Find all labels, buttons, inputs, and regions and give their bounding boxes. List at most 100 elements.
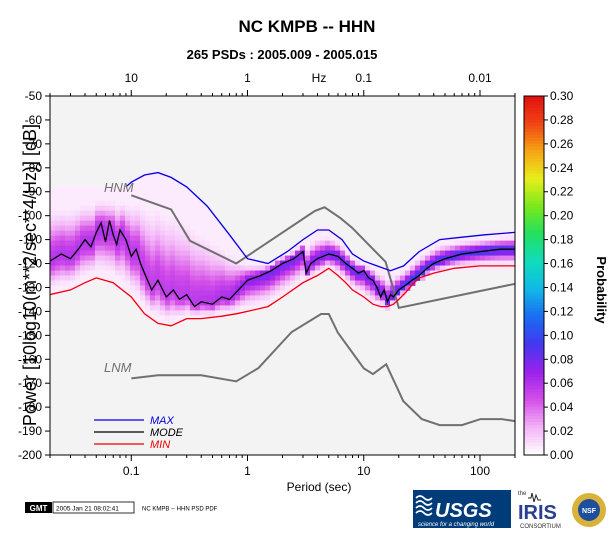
pdf-cell — [390, 295, 396, 301]
pdf-cell — [80, 265, 86, 271]
pdf-cell — [125, 275, 131, 281]
pdf-cell — [375, 275, 381, 281]
pdf-cell — [480, 260, 486, 266]
pdf-cell — [60, 185, 66, 192]
pdf-cell — [170, 270, 176, 276]
pdf-cell — [135, 240, 141, 246]
pdf-cell — [135, 295, 141, 301]
pdf-cell — [85, 220, 91, 227]
pdf-cell — [195, 280, 201, 286]
pdf-cell — [340, 235, 346, 241]
pdf-cell — [185, 215, 191, 222]
pdf-cell — [145, 300, 151, 306]
pdf-cell — [465, 235, 471, 241]
top-tick-label: 0.1 — [355, 71, 372, 85]
pdf-cell — [210, 240, 216, 246]
pdf-cell — [145, 305, 151, 311]
pdf-cell — [295, 280, 301, 286]
colorbar-step — [524, 116, 544, 121]
pdf-cell — [165, 255, 171, 261]
colorbar-step — [524, 257, 544, 262]
pdf-cell — [510, 260, 515, 266]
pdf-cell — [145, 245, 151, 251]
pdf-cell — [170, 295, 176, 301]
pdf-cell — [490, 255, 496, 261]
pdf-cell — [125, 195, 131, 202]
colorbar-step — [524, 158, 544, 163]
pdf-cell — [215, 235, 221, 241]
pdf-cell — [190, 190, 196, 197]
pdf-cell — [145, 295, 151, 301]
pdf-cell — [330, 255, 336, 261]
pdf-cell — [185, 285, 191, 291]
pdf-cell — [150, 295, 156, 301]
pdf-cell — [140, 305, 146, 311]
pdf-cell — [195, 265, 201, 271]
pdf-cell — [75, 220, 81, 227]
colorbar-step — [524, 146, 544, 151]
pdf-cell — [195, 195, 201, 202]
colorbar-step — [524, 335, 544, 339]
pdf-cell — [50, 245, 56, 251]
pdf-cell — [380, 295, 386, 301]
pdf-cell — [185, 300, 191, 306]
pdf-cell — [210, 275, 216, 281]
pdf-cell — [125, 225, 131, 232]
pdf-cell — [205, 290, 211, 296]
pdf-cell — [315, 225, 321, 232]
pdf-cell — [280, 275, 286, 281]
pdf-cell — [160, 200, 166, 207]
pdf-cell — [100, 195, 106, 202]
pdf-cell — [125, 205, 131, 212]
pdf-cell — [350, 280, 356, 286]
pdf-cell — [175, 195, 181, 202]
pdf-cell — [385, 270, 391, 276]
pdf-cell — [415, 270, 421, 276]
pdf-cell — [125, 190, 131, 197]
pdf-cell — [300, 240, 306, 246]
pdf-cell — [155, 170, 161, 177]
pdf-cell — [330, 235, 336, 241]
pdf-cell — [140, 175, 146, 182]
pdf-cell — [120, 225, 126, 232]
pdf-cell — [200, 220, 206, 227]
pdf-cell — [485, 230, 491, 237]
pdf-cell — [165, 175, 171, 182]
colorbar-step — [524, 236, 544, 241]
pdf-cell — [210, 230, 216, 237]
y-tick-label: -160 — [18, 352, 42, 366]
colorbar-tick-label: 0.16 — [550, 257, 574, 271]
colorbar-step — [524, 374, 544, 378]
pdf-cell — [190, 225, 196, 232]
usgs-wordmark: USGS — [435, 500, 492, 522]
colorbar-step — [524, 419, 544, 423]
colorbar-step — [524, 353, 544, 357]
pdf-cell — [420, 270, 426, 276]
pdf-cell — [370, 260, 376, 266]
colorbar-step — [524, 311, 544, 315]
pdf-cell — [240, 280, 246, 286]
colorbar-step — [524, 284, 544, 288]
pdf-cell — [200, 245, 206, 251]
pdf-cell — [380, 285, 386, 291]
pdf-cell — [105, 220, 111, 227]
pdf-cell — [125, 260, 131, 266]
pdf-cell — [230, 295, 236, 301]
lnm-line — [131, 313, 515, 427]
pdf-cell — [105, 215, 111, 222]
pdf-cell — [115, 205, 121, 212]
pdf-cell — [110, 270, 116, 276]
pdf-cell — [55, 275, 61, 281]
pdf-cell — [190, 245, 196, 251]
colorbar-step — [524, 434, 544, 438]
pdf-cell — [75, 280, 81, 286]
pdf-cell — [215, 275, 221, 281]
pdf-cell — [175, 315, 181, 321]
pdf-cell — [345, 250, 351, 256]
pdf-cell — [200, 235, 206, 241]
pdf-cell — [55, 220, 61, 227]
usgs-wave-icon — [415, 495, 433, 516]
pdf-cell — [95, 220, 101, 227]
pdf-cell — [375, 295, 381, 301]
pdf-cell — [110, 220, 116, 227]
